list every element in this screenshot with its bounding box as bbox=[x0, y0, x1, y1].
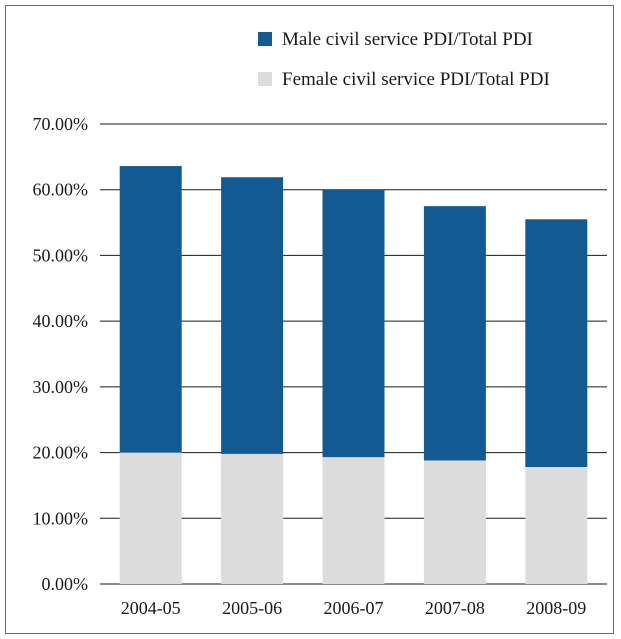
y-tick-label: 50.00% bbox=[33, 245, 89, 265]
bar-female bbox=[119, 452, 182, 584]
legend-swatch bbox=[258, 32, 272, 46]
y-tick-label: 20.00% bbox=[33, 443, 89, 463]
bars bbox=[119, 166, 588, 584]
y-tick-label: 30.00% bbox=[33, 377, 89, 397]
chart-frame bbox=[5, 5, 614, 634]
x-tick-label: 2006-07 bbox=[324, 598, 384, 618]
y-axis: 0.00% 10.00% 20.00% 30.00% 40.00% 50.00% 60.00… bbox=[33, 114, 89, 594]
bar-male bbox=[423, 206, 486, 461]
bar-male bbox=[322, 189, 385, 458]
x-tick-label: 2007-08 bbox=[425, 598, 485, 618]
y-tick-label: 10.00% bbox=[33, 508, 89, 528]
x-axis: 2004-05 2005-06 2006-07 2007-08 2008-09 bbox=[121, 598, 587, 618]
bar-female bbox=[423, 460, 486, 584]
x-tick-label: 2005-06 bbox=[222, 598, 282, 618]
y-tick-label: 70.00% bbox=[33, 114, 89, 134]
gridlines bbox=[100, 123, 607, 585]
legend: Male civil service PDI/Total PDI Female c… bbox=[258, 29, 550, 90]
legend-swatch bbox=[258, 72, 272, 86]
y-tick-label: 40.00% bbox=[33, 311, 89, 331]
bar-female bbox=[322, 457, 385, 584]
x-tick-label: 2004-05 bbox=[121, 598, 181, 618]
legend-label: Female civil service PDI/Total PDI bbox=[282, 69, 550, 90]
legend-label: Male civil service PDI/Total PDI bbox=[282, 29, 533, 50]
bar-male bbox=[525, 219, 588, 468]
bar-female bbox=[525, 467, 588, 584]
x-tick-label: 2008-09 bbox=[526, 598, 586, 618]
bar-male bbox=[221, 177, 284, 454]
y-tick-label: 60.00% bbox=[33, 180, 89, 200]
bar-male bbox=[119, 166, 182, 453]
bar-female bbox=[221, 453, 284, 584]
y-tick-label: 0.00% bbox=[42, 574, 89, 594]
